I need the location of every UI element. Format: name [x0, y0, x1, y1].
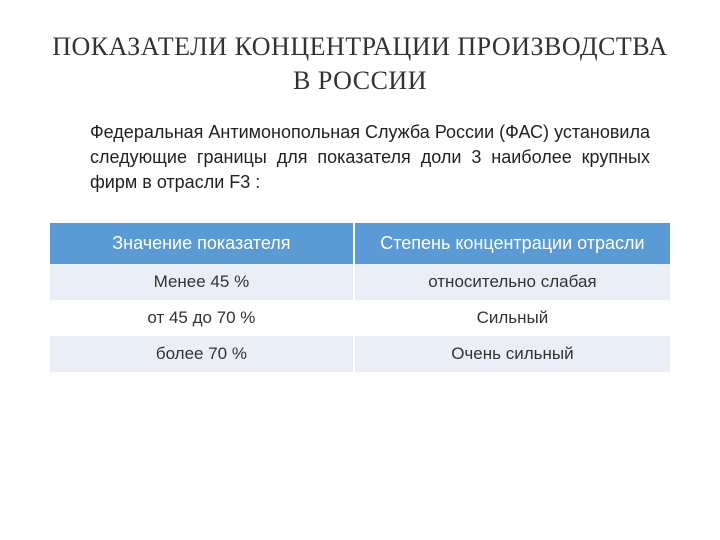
- cell-degree: Очень сильный: [354, 336, 670, 372]
- page-title: ПОКАЗАТЕЛИ КОНЦЕНТРАЦИИ ПРОИЗВОДСТВА В Р…: [50, 30, 670, 98]
- table-row: более 70 % Очень сильный: [50, 336, 670, 372]
- table-header-degree: Степень концентрации отрасли: [354, 223, 670, 264]
- table-row: от 45 до 70 % Сильный: [50, 300, 670, 336]
- cell-degree: относительно слабая: [354, 264, 670, 300]
- cell-value: Менее 45 %: [50, 264, 354, 300]
- cell-degree: Сильный: [354, 300, 670, 336]
- description-text: Федеральная Антимонопольная Служба Росси…: [90, 120, 650, 196]
- concentration-table: Значение показателя Степень концентрации…: [50, 223, 670, 372]
- cell-value: более 70 %: [50, 336, 354, 372]
- cell-value: от 45 до 70 %: [50, 300, 354, 336]
- table-row: Менее 45 % относительно слабая: [50, 264, 670, 300]
- table-header-value: Значение показателя: [50, 223, 354, 264]
